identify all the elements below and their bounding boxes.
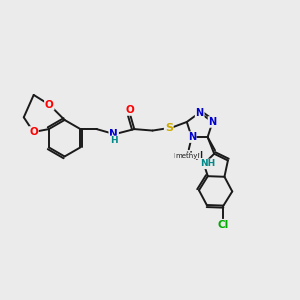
Text: N: N	[109, 129, 118, 140]
Text: N: N	[208, 117, 217, 127]
Text: methyl: methyl	[174, 151, 204, 160]
Text: NH: NH	[200, 159, 215, 168]
Text: N: N	[188, 132, 196, 142]
Text: N: N	[196, 108, 204, 118]
Text: methyl: methyl	[175, 153, 200, 159]
Text: O: O	[45, 100, 54, 110]
Text: Cl: Cl	[218, 220, 229, 230]
Text: O: O	[125, 105, 134, 115]
Text: H: H	[110, 136, 118, 146]
Text: O: O	[29, 127, 38, 137]
Text: S: S	[165, 123, 173, 133]
